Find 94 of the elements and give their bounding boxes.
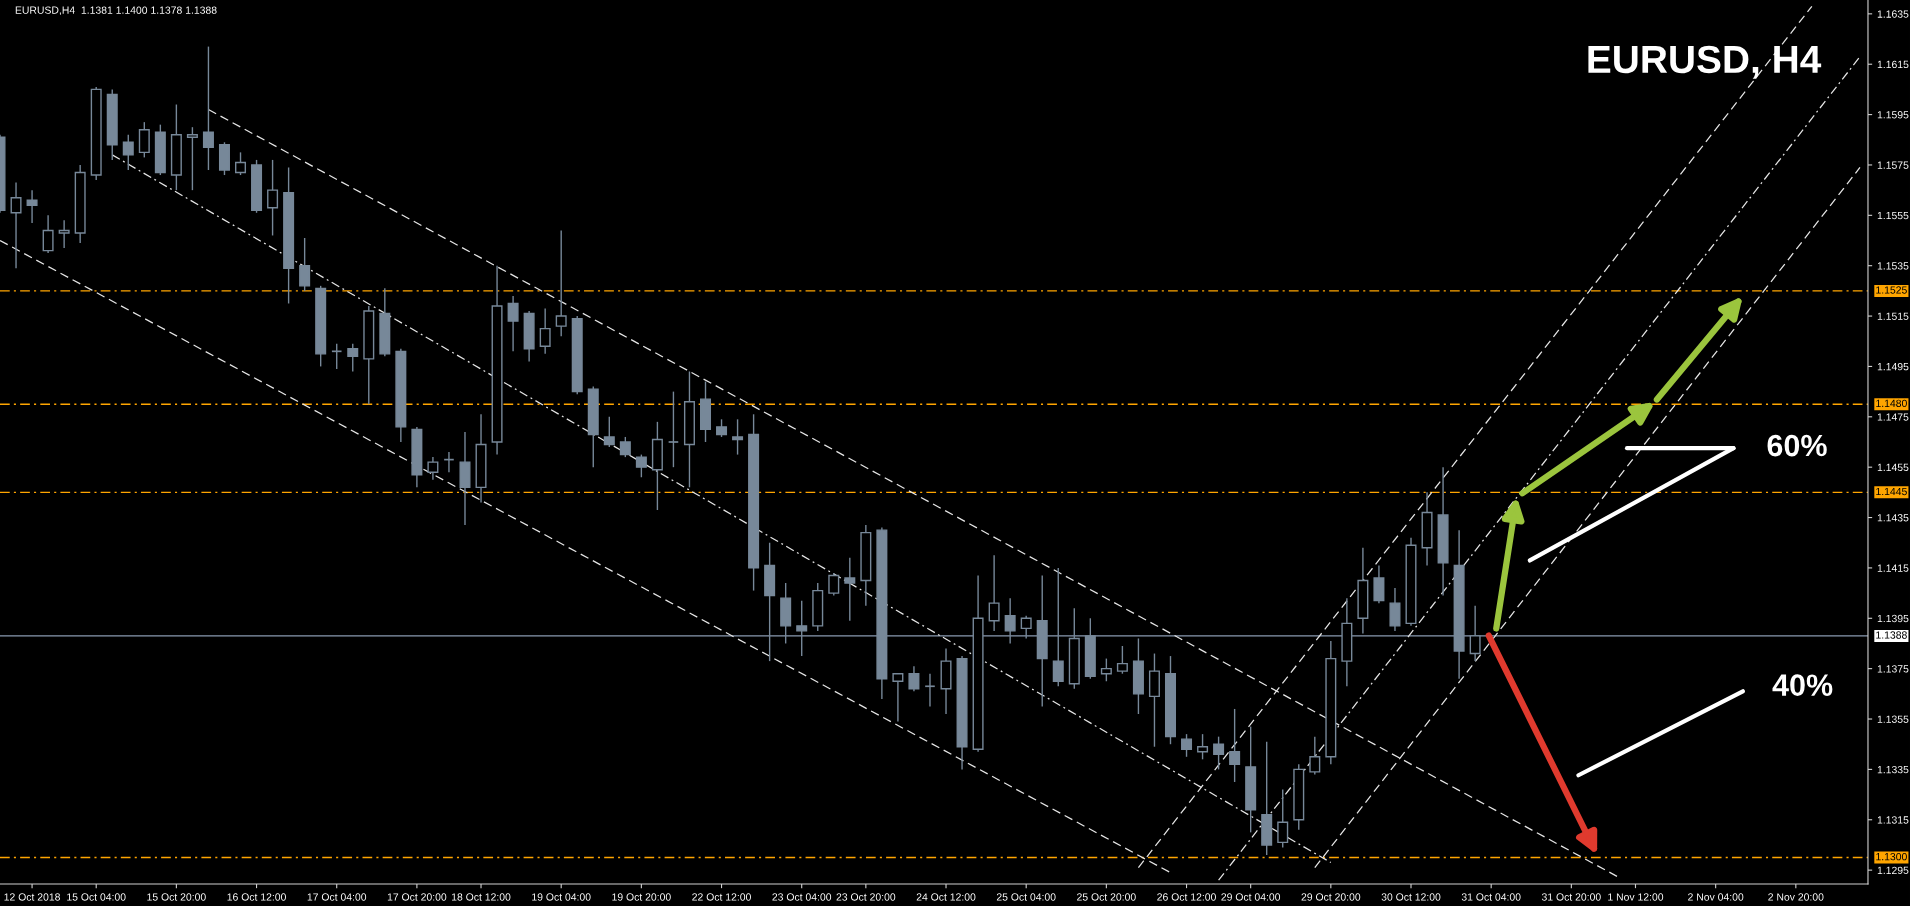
y-tick-label: 1.1615 <box>1877 60 1909 69</box>
candlestick <box>603 416 615 448</box>
candlestick <box>988 554 1000 632</box>
candlestick <box>732 418 744 456</box>
x-tick-label: 22 Oct 12:00 <box>692 893 751 901</box>
x-tick-label: 18 Oct 12:00 <box>452 893 511 901</box>
y-tick-label: 1.1395 <box>1877 614 1909 623</box>
x-tick-label: 31 Oct 04:00 <box>1461 893 1521 901</box>
ref-line-label: 1.1480 <box>1876 399 1907 408</box>
y-tick-label: 1.1575 <box>1877 161 1909 169</box>
y-tick-label: 1.1535 <box>1877 262 1909 270</box>
candlestick <box>347 343 359 373</box>
candlestick <box>267 159 279 237</box>
x-tick-label: 15 Oct 04:00 <box>67 893 126 901</box>
candlestick <box>42 214 54 254</box>
y-tick-label: 1.1555 <box>1877 211 1909 220</box>
candlestick <box>1229 708 1241 783</box>
ref-line-label: 1.1300 <box>1876 852 1907 861</box>
x-tick-label: 19 Oct 20:00 <box>612 893 671 901</box>
candlestick <box>539 307 551 355</box>
x-tick-label: 17 Oct 04:00 <box>307 893 367 901</box>
y-tick-label: 1.1315 <box>1877 816 1909 824</box>
candlestick <box>1052 567 1064 687</box>
x-tick-label: 31 Oct 20:00 <box>1541 893 1601 901</box>
candlestick <box>138 121 150 159</box>
candlestick <box>1020 615 1032 640</box>
y-tick-label: 1.1515 <box>1877 312 1909 320</box>
x-tick-label: 29 Oct 04:00 <box>1221 893 1281 901</box>
candlestick <box>1181 733 1193 758</box>
candlestick <box>635 453 647 478</box>
candlestick <box>1213 735 1225 771</box>
candlestick <box>892 672 904 723</box>
candlestick <box>58 219 70 249</box>
y-tick-label: 1.1355 <box>1877 715 1909 723</box>
candlestick <box>667 390 680 468</box>
x-tick-label: 30 Oct 12:00 <box>1381 893 1441 901</box>
y-tick-label: 1.1495 <box>1877 362 1909 371</box>
y-tick-label: 1.1595 <box>1877 111 1909 119</box>
candlestick <box>1277 788 1289 849</box>
y-tick-label: 1.1415 <box>1877 564 1909 572</box>
candlestick <box>1197 733 1209 761</box>
candlestick <box>427 456 439 481</box>
candlestick <box>1469 604 1481 662</box>
x-tick-label: 2 Nov 20:00 <box>1768 893 1824 901</box>
candlestick <box>507 295 519 353</box>
candlestick <box>1373 564 1385 604</box>
x-tick-label: 26 Oct 12:00 <box>1157 893 1216 901</box>
x-tick-label: 29 Oct 20:00 <box>1301 893 1361 901</box>
candlestick <box>122 134 134 171</box>
x-tick-label: 25 Oct 04:00 <box>996 893 1056 901</box>
candlestick <box>828 572 840 597</box>
candlestick <box>796 599 808 657</box>
x-tick-label: 17 Oct 20:00 <box>387 893 447 901</box>
candlestick <box>26 189 38 224</box>
x-tick-label: 1 Nov 12:00 <box>1608 893 1664 901</box>
ref-line-label: 1.1525 <box>1876 286 1907 294</box>
candlestick <box>10 181 22 269</box>
candlestick <box>1004 597 1016 645</box>
candlestick <box>1389 587 1401 632</box>
annotation: 40% <box>1772 674 1833 696</box>
candlestick <box>1100 657 1112 682</box>
candlestick <box>555 229 567 337</box>
x-tick-label: 23 Oct 04:00 <box>772 893 832 901</box>
candlestick <box>299 237 311 292</box>
y-tick-label: 1.1635 <box>1877 10 1909 18</box>
x-tick-label: 16 Oct 12:00 <box>227 893 286 901</box>
x-tick-label: 2 Nov 04:00 <box>1688 893 1744 901</box>
y-tick-label: 1.1435 <box>1877 514 1909 522</box>
x-tick-label: 15 Oct 20:00 <box>147 893 206 901</box>
x-tick-label: 19 Oct 04:00 <box>532 893 591 901</box>
ref-line-label: 1.1388 <box>1876 631 1907 639</box>
annotation: 60% <box>1767 434 1827 457</box>
candlestick <box>331 343 343 370</box>
candlestick <box>924 672 936 708</box>
text: EURUSD,H4 1.1381 1.1400 1.1378 1.1388 <box>15 6 217 16</box>
x-tick-label: 12 Oct 2018 <box>4 893 60 901</box>
y-tick-label: 1.1455 <box>1877 463 1909 472</box>
y-tick-label: 1.1295 <box>1877 866 1909 875</box>
x-tick-label: 24 Oct 12:00 <box>916 893 976 901</box>
y-tick-label: 1.1335 <box>1877 765 1909 774</box>
candlestick <box>844 557 856 622</box>
ref-line-label: 1.1445 <box>1876 487 1907 496</box>
x-tick-label: 23 Oct 20:00 <box>836 893 896 901</box>
candlestick <box>908 665 920 693</box>
candlestick <box>1309 735 1321 776</box>
candlestick <box>619 436 631 458</box>
candlestick <box>235 151 247 176</box>
candlestick <box>202 45 214 171</box>
text: EURUSD, H4 <box>1588 45 1822 79</box>
y-tick-label: 1.1375 <box>1877 665 1909 673</box>
candlestick <box>186 126 198 191</box>
x-tick-label: 25 Oct 20:00 <box>1077 893 1136 901</box>
y-tick-label: 1.1475 <box>1877 413 1909 421</box>
candlestick <box>1116 645 1128 675</box>
